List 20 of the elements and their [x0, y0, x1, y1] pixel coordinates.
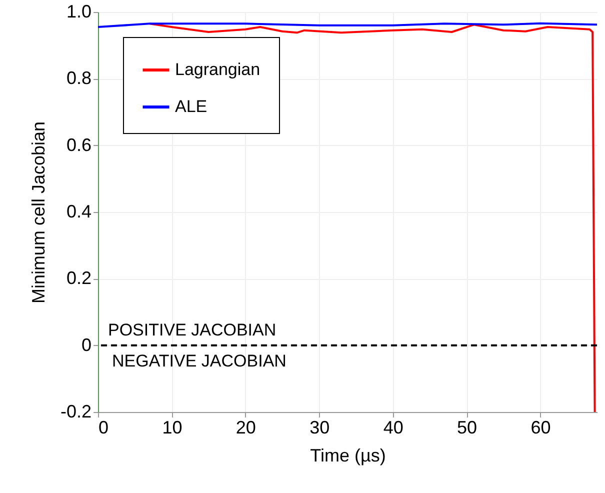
x-tick-label: 60 — [530, 418, 551, 438]
y-tick-label: 0.4 — [66, 202, 92, 222]
y-tick-label: 0.6 — [66, 134, 92, 155]
y-axis-title: Minimum cell Jacobian — [28, 121, 48, 304]
x-tick-label: 10 — [162, 418, 182, 438]
y-tick-label: -0.2 — [60, 402, 92, 422]
x-tick-label: 20 — [236, 418, 256, 438]
y-tick-label: 1.0 — [66, 2, 92, 22]
x-tick-label: 50 — [457, 418, 478, 438]
legend-label: ALE — [175, 97, 208, 116]
annotation: POSITIVE JACOBIAN — [108, 320, 276, 340]
x-tick-label: 0 — [98, 418, 109, 438]
x-axis-title: Time (µs) — [310, 446, 386, 466]
y-tick-label: 0.2 — [66, 268, 92, 288]
y-tick-label: 0 — [81, 334, 92, 355]
annotation: NEGATIVE JACOBIAN — [112, 351, 286, 370]
x-tick-label: 40 — [383, 418, 404, 438]
x-tick-label: 30 — [310, 418, 330, 438]
legend-label: Lagrangian — [175, 60, 260, 79]
y-tick-label: 0.8 — [66, 68, 92, 88]
